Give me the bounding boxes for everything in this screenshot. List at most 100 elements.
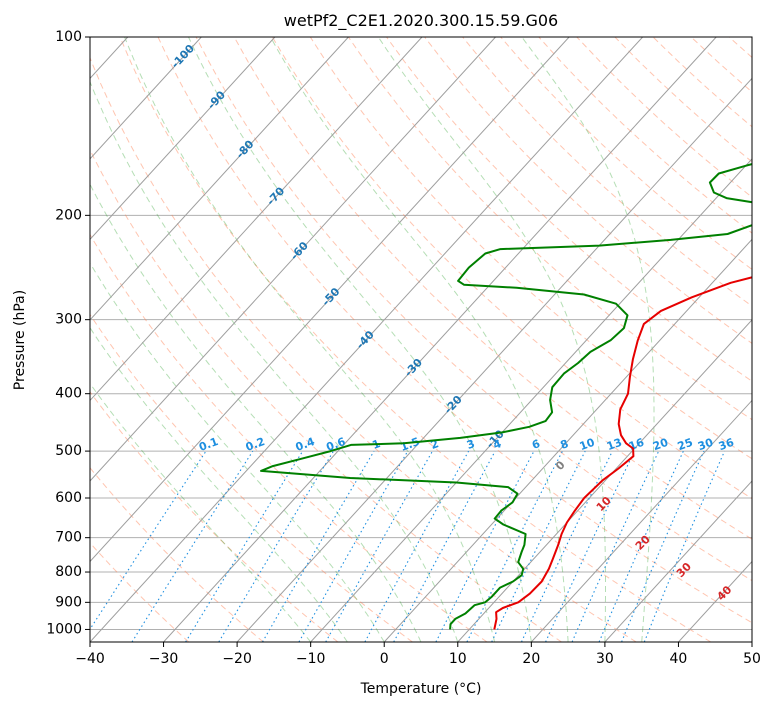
mixing-ratio-label: 25 <box>676 436 695 453</box>
x-tick-label: 40 <box>670 651 688 667</box>
mixing-ratio-line <box>491 450 586 642</box>
x-axis-label: Temperature (°C) <box>360 681 482 697</box>
x-tick-label: −20 <box>222 651 252 667</box>
mixing-ratio-line <box>643 450 726 642</box>
adiabat-label: 40 <box>714 583 734 603</box>
isotherm-line <box>90 37 202 160</box>
dry-adiabat <box>90 467 264 642</box>
mixing-ratio-label: 3 <box>465 437 477 452</box>
mixing-ratio-label: 0.6 <box>324 435 347 454</box>
dry-adiabat <box>90 233 488 642</box>
isotherm-line <box>90 37 496 482</box>
isotherm-line <box>457 319 752 642</box>
y-tick-label: 400 <box>55 386 82 402</box>
dry-adiabat <box>195 37 752 582</box>
moist-adiabat <box>90 262 385 642</box>
isotherm-line <box>604 480 752 642</box>
y-tick-label: 700 <box>55 530 82 546</box>
mixing-ratio-label: 0.4 <box>294 435 317 454</box>
isotherm-line <box>236 77 752 642</box>
dry-adiabat <box>90 542 190 642</box>
mixing-ratio-label: 2 <box>429 437 441 452</box>
isotherm-line <box>163 37 717 642</box>
dry-adiabat <box>157 37 752 624</box>
mixing-ratio-line <box>218 450 334 642</box>
mixing-ratio-line <box>185 450 304 642</box>
x-tick-label: −30 <box>149 651 179 667</box>
mixing-ratio-line <box>262 450 375 642</box>
adiabat-label: 20 <box>633 533 653 553</box>
dry-adiabat <box>119 37 712 642</box>
mixing-ratio-line <box>90 450 207 631</box>
dry-adiabat <box>424 37 752 344</box>
isotherm-line <box>90 37 423 402</box>
dry-adiabat <box>538 37 752 234</box>
chart-title: wetPf2_C2E1.2020.300.15.59.G06 <box>284 11 558 31</box>
dry-adiabat <box>576 37 752 198</box>
mixing-ratio-label: 6 <box>530 437 542 452</box>
dry-adiabat <box>347 37 752 421</box>
x-tick-label: 30 <box>596 651 614 667</box>
profile-lines <box>260 163 752 630</box>
moist-adiabat <box>377 37 606 642</box>
mixing-ratio-label: 8 <box>559 437 571 452</box>
temperature-line <box>493 276 752 630</box>
mixing-ratio-line <box>466 450 563 642</box>
y-tick-label: 100 <box>55 29 82 45</box>
mixing-ratio-label: 1.5 <box>399 435 422 454</box>
adiabat-label: 0 <box>553 458 568 473</box>
moist-adiabat <box>521 37 655 642</box>
adiabat-label: 10 <box>594 494 614 514</box>
mixing-ratio-label: 4 <box>491 437 503 452</box>
x-tick-label: −40 <box>75 651 105 667</box>
y-axis-label: Pressure (hPa) <box>12 290 28 390</box>
y-tick-label: 300 <box>55 312 82 328</box>
y-tick-label: 500 <box>55 443 82 459</box>
y-tick-label: 200 <box>55 207 82 223</box>
background-lines <box>90 37 775 642</box>
dry-adiabat <box>233 37 752 540</box>
mixing-ratio-label: 13 <box>605 436 624 453</box>
x-tick-label: 20 <box>522 651 540 667</box>
x-tick-label: −10 <box>296 651 326 667</box>
y-axis-ticks: 100 200 300 400 500 600 700 800 900 1000 <box>46 29 90 637</box>
dry-adiabat <box>271 37 752 500</box>
mixing-ratio-label: 0.1 <box>197 435 220 454</box>
y-tick-label: 1000 <box>46 621 82 637</box>
moist-adiabat <box>188 37 532 642</box>
x-axis-ticks: −40 −30 −20 −10 0 10 20 30 40 50 <box>75 642 761 667</box>
y-tick-label: 600 <box>55 490 82 506</box>
mixing-ratio-line <box>393 450 496 642</box>
mixing-ratio-label: 36 <box>717 436 736 454</box>
y-tick-label: 800 <box>55 564 82 580</box>
mixing-ratio-line <box>131 450 254 642</box>
isotherm-line <box>90 37 570 563</box>
isotherm-line <box>751 641 752 642</box>
mixing-ratio-line <box>364 450 470 642</box>
mixing-ratio-label: 0.2 <box>244 435 267 454</box>
dry-adiabat <box>90 391 339 642</box>
mixing-ratio-line <box>520 450 613 642</box>
x-tick-label: 10 <box>449 651 467 667</box>
dry-adiabat <box>767 37 775 642</box>
dry-adiabat <box>386 37 752 382</box>
x-tick-label: 0 <box>380 651 389 667</box>
moist-adiabat <box>90 326 348 642</box>
dry-adiabat <box>90 56 637 642</box>
isotherm-line <box>90 37 349 321</box>
dry-adiabat <box>309 37 752 460</box>
mixing-ratio-label: 16 <box>627 436 646 454</box>
dry-adiabat <box>462 37 752 307</box>
moist-adiabat <box>90 382 312 642</box>
moist-adiabat <box>90 183 422 642</box>
isotherm-line <box>310 158 752 642</box>
dewpoint-line <box>260 163 752 630</box>
mixing-ratio-line <box>545 450 635 642</box>
plot-frame <box>89 36 753 643</box>
isotherm-line <box>530 399 752 642</box>
moist-adiabat <box>124 37 496 642</box>
moist-adiabat <box>270 37 569 642</box>
x-tick-label: 50 <box>743 651 761 667</box>
dry-adiabat <box>90 148 562 642</box>
